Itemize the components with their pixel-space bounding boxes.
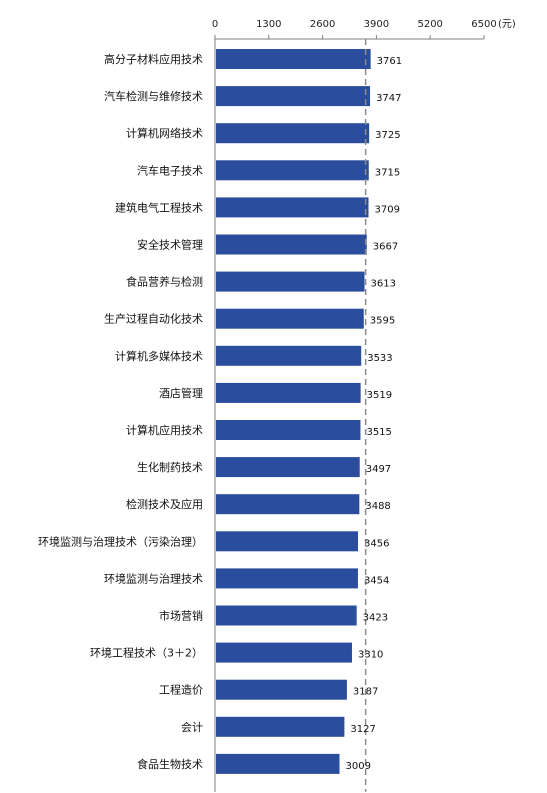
bar xyxy=(216,160,369,181)
data-label: 3515 xyxy=(366,427,391,438)
category-label: 环境监测与治理技术 xyxy=(104,571,203,585)
data-label: 3009 xyxy=(346,761,371,772)
category-label: 环境工程技术（3＋2） xyxy=(90,646,203,660)
bar xyxy=(216,382,361,403)
x-tick-label: 6500 xyxy=(471,19,496,30)
category-label: 计算机应用技术 xyxy=(126,423,203,437)
bar xyxy=(216,271,365,292)
data-label: 3613 xyxy=(371,279,396,290)
category-label: 汽车电子技术 xyxy=(137,163,203,177)
category-label: 计算机网络技术 xyxy=(126,126,203,140)
data-label: 3667 xyxy=(373,242,398,253)
data-label: 3761 xyxy=(377,56,402,67)
x-tick-label: 1300 xyxy=(256,19,281,30)
category-label: 食品营养与检测 xyxy=(126,275,203,289)
bar xyxy=(216,679,347,700)
bar xyxy=(216,234,367,255)
bar xyxy=(216,345,362,366)
data-label: 3488 xyxy=(365,501,390,512)
bar xyxy=(216,531,359,552)
category-label: 生化制药技术 xyxy=(137,460,203,474)
bar xyxy=(216,49,371,69)
data-label: 3747 xyxy=(376,93,401,104)
data-label: 3497 xyxy=(366,464,391,475)
x-tick-label: 3900 xyxy=(364,19,389,30)
category-label: 汽车检测与维修技术 xyxy=(104,89,203,103)
category-label: 酒店管理 xyxy=(159,386,203,400)
bar xyxy=(216,716,345,737)
category-label: 生产过程自动化技术 xyxy=(104,312,203,326)
category-label: 检测技术及应用 xyxy=(126,497,203,511)
category-label: 食品生物技术 xyxy=(137,757,203,771)
data-label: 3187 xyxy=(353,687,378,698)
data-label: 3519 xyxy=(367,390,392,401)
data-label: 3709 xyxy=(374,204,399,215)
bars-group xyxy=(216,49,371,774)
x-tick-label: 0 xyxy=(212,19,218,30)
category-label: 建筑电气工程技术 xyxy=(115,200,203,214)
bar xyxy=(216,568,358,589)
x-axis: 0 1300 2600 3900 5200 6500 (元) xyxy=(212,19,516,792)
category-label: 会计 xyxy=(181,721,203,734)
data-label: 3533 xyxy=(367,353,392,364)
bar xyxy=(216,420,361,440)
category-label: 高分子材料应用技术 xyxy=(104,52,203,66)
category-label: 工程造价 xyxy=(159,683,203,697)
category-label: 市场营销 xyxy=(159,609,203,623)
bar xyxy=(216,642,352,663)
category-label: 安全技术管理 xyxy=(137,238,203,252)
category-label: 计算机多媒体技术 xyxy=(115,349,203,363)
data-label: 3725 xyxy=(375,130,400,141)
bar xyxy=(216,308,364,329)
data-label: 3423 xyxy=(363,613,388,624)
bar xyxy=(216,197,369,218)
data-label: 3595 xyxy=(370,316,395,327)
labels-group: 高分子材料应用技术 3761 汽车检测与维修技术 3747 计算机网络技术 3725 汽车电… xyxy=(38,52,402,772)
data-label: 3456 xyxy=(364,538,389,549)
data-label: 3127 xyxy=(350,724,375,735)
bar xyxy=(216,123,370,144)
bar xyxy=(216,457,360,478)
data-label: 3454 xyxy=(364,575,389,586)
x-tick-label: 5200 xyxy=(417,19,442,30)
category-label: 环境监测与治理技术（污染治理） xyxy=(38,534,203,548)
bar xyxy=(216,753,340,774)
bar xyxy=(216,605,357,626)
x-tick-label: 2600 xyxy=(310,19,335,30)
bar xyxy=(216,494,360,515)
data-label: 3715 xyxy=(375,167,400,178)
x-unit-label: (元) xyxy=(498,19,516,30)
bar xyxy=(216,86,371,107)
data-label: 3310 xyxy=(358,650,383,661)
